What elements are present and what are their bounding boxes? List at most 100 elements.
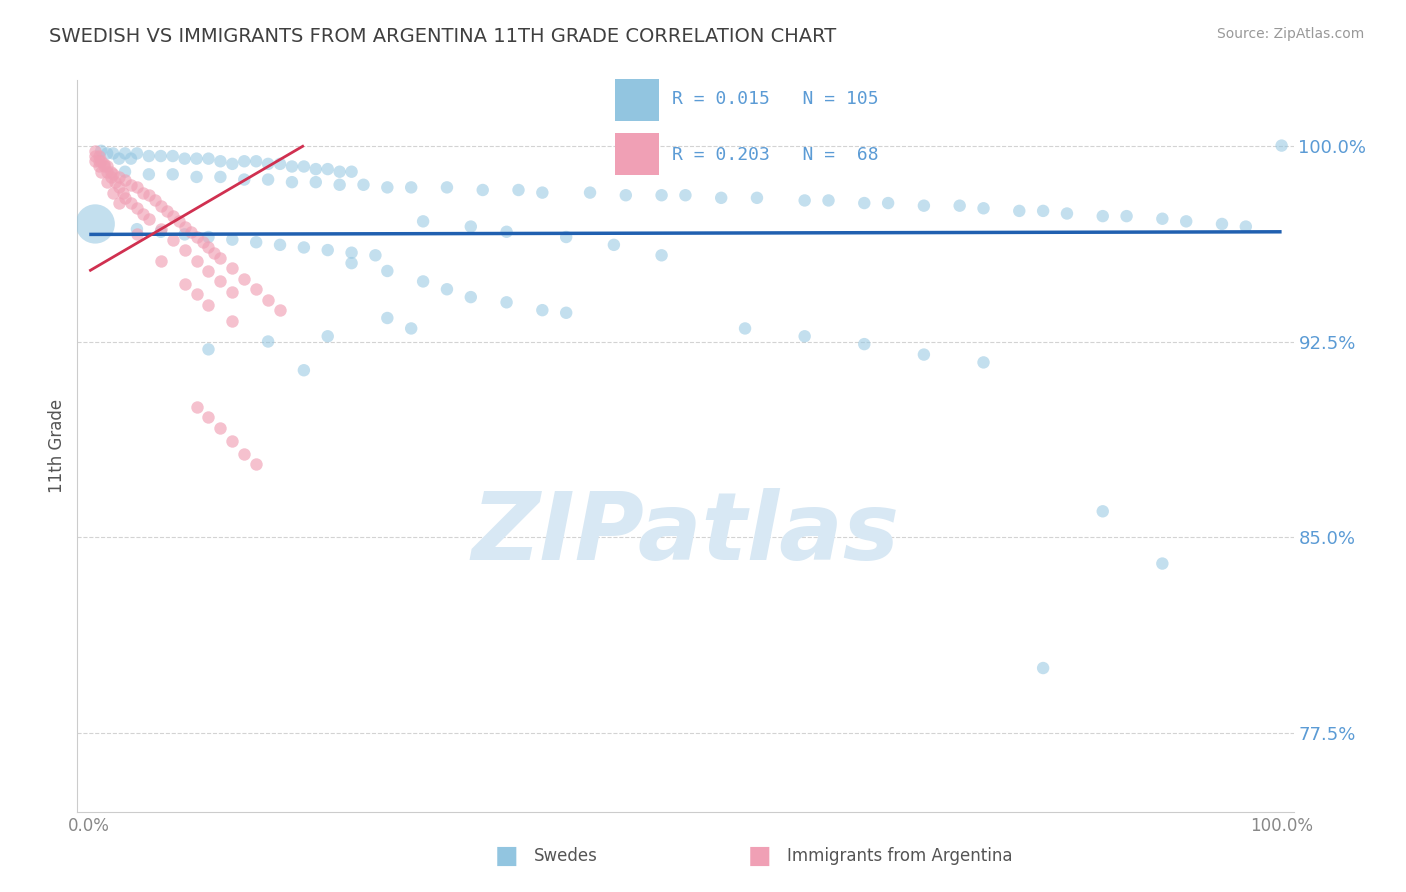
Point [257, 157, 280, 171]
Point [1152, 211, 1174, 226]
Point [1175, 214, 1198, 228]
Point [173, 227, 195, 242]
Point [233, 172, 256, 186]
Point [138, 188, 160, 202]
Point [186, 152, 208, 166]
Point [149, 149, 172, 163]
Point [90, 144, 112, 158]
Point [436, 180, 458, 194]
Point [84, 154, 107, 169]
Point [316, 162, 339, 177]
Point [96, 164, 118, 178]
Point [197, 410, 219, 425]
Point [364, 248, 387, 262]
Point [269, 237, 291, 252]
Point [1091, 209, 1114, 223]
Point [125, 180, 148, 194]
Point [1008, 203, 1031, 218]
Point [114, 164, 136, 178]
Point [793, 194, 815, 208]
Point [132, 206, 155, 220]
Point [197, 343, 219, 357]
Point [197, 230, 219, 244]
Point [87, 160, 110, 174]
Point [257, 293, 280, 307]
Point [340, 256, 363, 270]
Point [292, 363, 315, 377]
Point [197, 240, 219, 254]
Point [204, 245, 226, 260]
Bar [614, 79, 658, 121]
Point [120, 196, 142, 211]
Point [96, 160, 118, 174]
Point [162, 233, 184, 247]
Point [973, 201, 995, 215]
Point [209, 274, 232, 288]
Point [143, 194, 166, 208]
Point [96, 146, 118, 161]
Point [316, 243, 339, 257]
Point [138, 211, 160, 226]
Point [1234, 219, 1257, 234]
Point [173, 243, 195, 257]
Point [209, 420, 232, 434]
Point [257, 334, 280, 349]
Point [1115, 209, 1137, 223]
Point [436, 282, 458, 296]
Point [209, 169, 232, 184]
Point [125, 201, 148, 215]
Point [100, 164, 122, 178]
Point [149, 222, 172, 236]
Point [191, 235, 214, 250]
Point [108, 180, 131, 194]
Point [853, 337, 876, 351]
Point [186, 253, 208, 268]
Text: SWEDISH VS IMMIGRANTS FROM ARGENTINA 11TH GRADE CORRELATION CHART: SWEDISH VS IMMIGRANTS FROM ARGENTINA 11T… [49, 27, 837, 45]
Point [100, 169, 122, 184]
Point [877, 196, 900, 211]
Point [1032, 203, 1054, 218]
Point [734, 321, 756, 335]
Point [531, 303, 554, 318]
Point [257, 172, 280, 186]
Point [399, 180, 422, 194]
Point [579, 186, 602, 200]
Point [745, 191, 768, 205]
Point [245, 235, 267, 250]
Point [269, 303, 291, 318]
Point [111, 186, 134, 200]
Point [316, 329, 339, 343]
Point [555, 306, 578, 320]
Bar [614, 133, 658, 175]
Point [340, 245, 363, 260]
Text: ■: ■ [748, 845, 770, 868]
Point [495, 295, 517, 310]
Point [305, 162, 328, 177]
Point [149, 199, 172, 213]
Point [973, 355, 995, 369]
Point [120, 178, 142, 192]
Point [233, 447, 256, 461]
Point [125, 227, 148, 242]
Point [186, 230, 208, 244]
Point [531, 186, 554, 200]
Point [132, 186, 155, 200]
Point [138, 149, 160, 163]
Point [125, 146, 148, 161]
Point [186, 287, 208, 301]
Point [90, 164, 112, 178]
Point [197, 264, 219, 278]
Text: ■: ■ [495, 845, 517, 868]
Point [375, 180, 398, 194]
Point [1032, 661, 1054, 675]
Point [108, 152, 131, 166]
Point [101, 186, 124, 200]
Point [1271, 138, 1294, 153]
Point [120, 152, 142, 166]
Point [114, 191, 136, 205]
Point [162, 209, 184, 223]
Point [1091, 504, 1114, 518]
Point [460, 290, 482, 304]
Point [84, 149, 107, 163]
Point [912, 347, 935, 361]
